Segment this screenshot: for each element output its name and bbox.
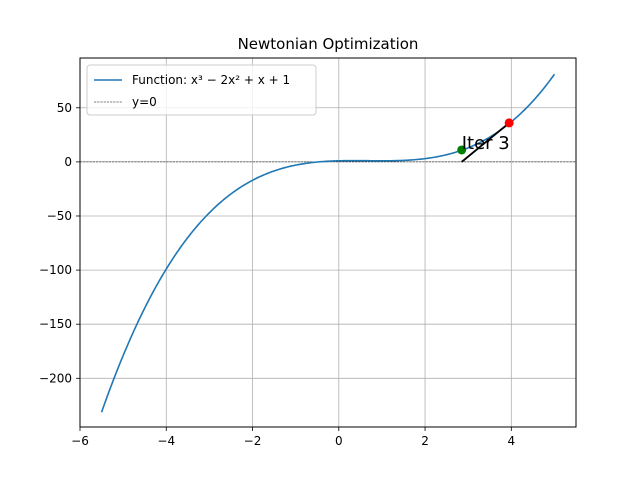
legend-box <box>86 64 317 116</box>
x-tick-label-0: −6 <box>71 434 89 448</box>
iteration-point-1 <box>504 118 514 128</box>
legend-label-function: Function: x³ − 2x² + x + 1 <box>132 73 290 87</box>
y-tick-label-1: −150 <box>39 317 72 331</box>
x-tick-label-3: 0 <box>335 434 343 448</box>
y-tick-label-2: −100 <box>39 263 72 277</box>
annotation-text: Iter 3 <box>462 133 510 154</box>
x-tick-label-5: 4 <box>507 434 515 448</box>
function-curve-path <box>100 73 556 413</box>
annotation: Iter 3 <box>462 133 510 154</box>
y-axis: −200 −150 −100 −50 0 50 <box>39 101 80 385</box>
iteration-points <box>457 118 514 155</box>
legend: Function: x³ − 2x² + x + 1 y=0 <box>86 64 317 116</box>
chart-title: Newtonian Optimization <box>238 35 419 53</box>
y-tick-label-4: 0 <box>64 155 72 169</box>
x-tick-label-2: −2 <box>244 434 262 448</box>
y-tick-label-3: −50 <box>47 209 72 223</box>
tangent-segment <box>461 122 510 163</box>
x-axis: −6 −4 −2 0 2 4 <box>71 427 515 448</box>
legend-label-zero: y=0 <box>132 95 157 109</box>
x-tick-label-1: −4 <box>157 434 175 448</box>
plot-frame <box>79 57 577 428</box>
y-tick-label-5: 50 <box>57 101 72 115</box>
iteration-point-0 <box>457 145 467 155</box>
tangent-line <box>461 122 510 163</box>
y-tick-label-0: −200 <box>39 371 72 385</box>
x-tick-label-4: 2 <box>421 434 429 448</box>
function-curve <box>100 73 556 413</box>
